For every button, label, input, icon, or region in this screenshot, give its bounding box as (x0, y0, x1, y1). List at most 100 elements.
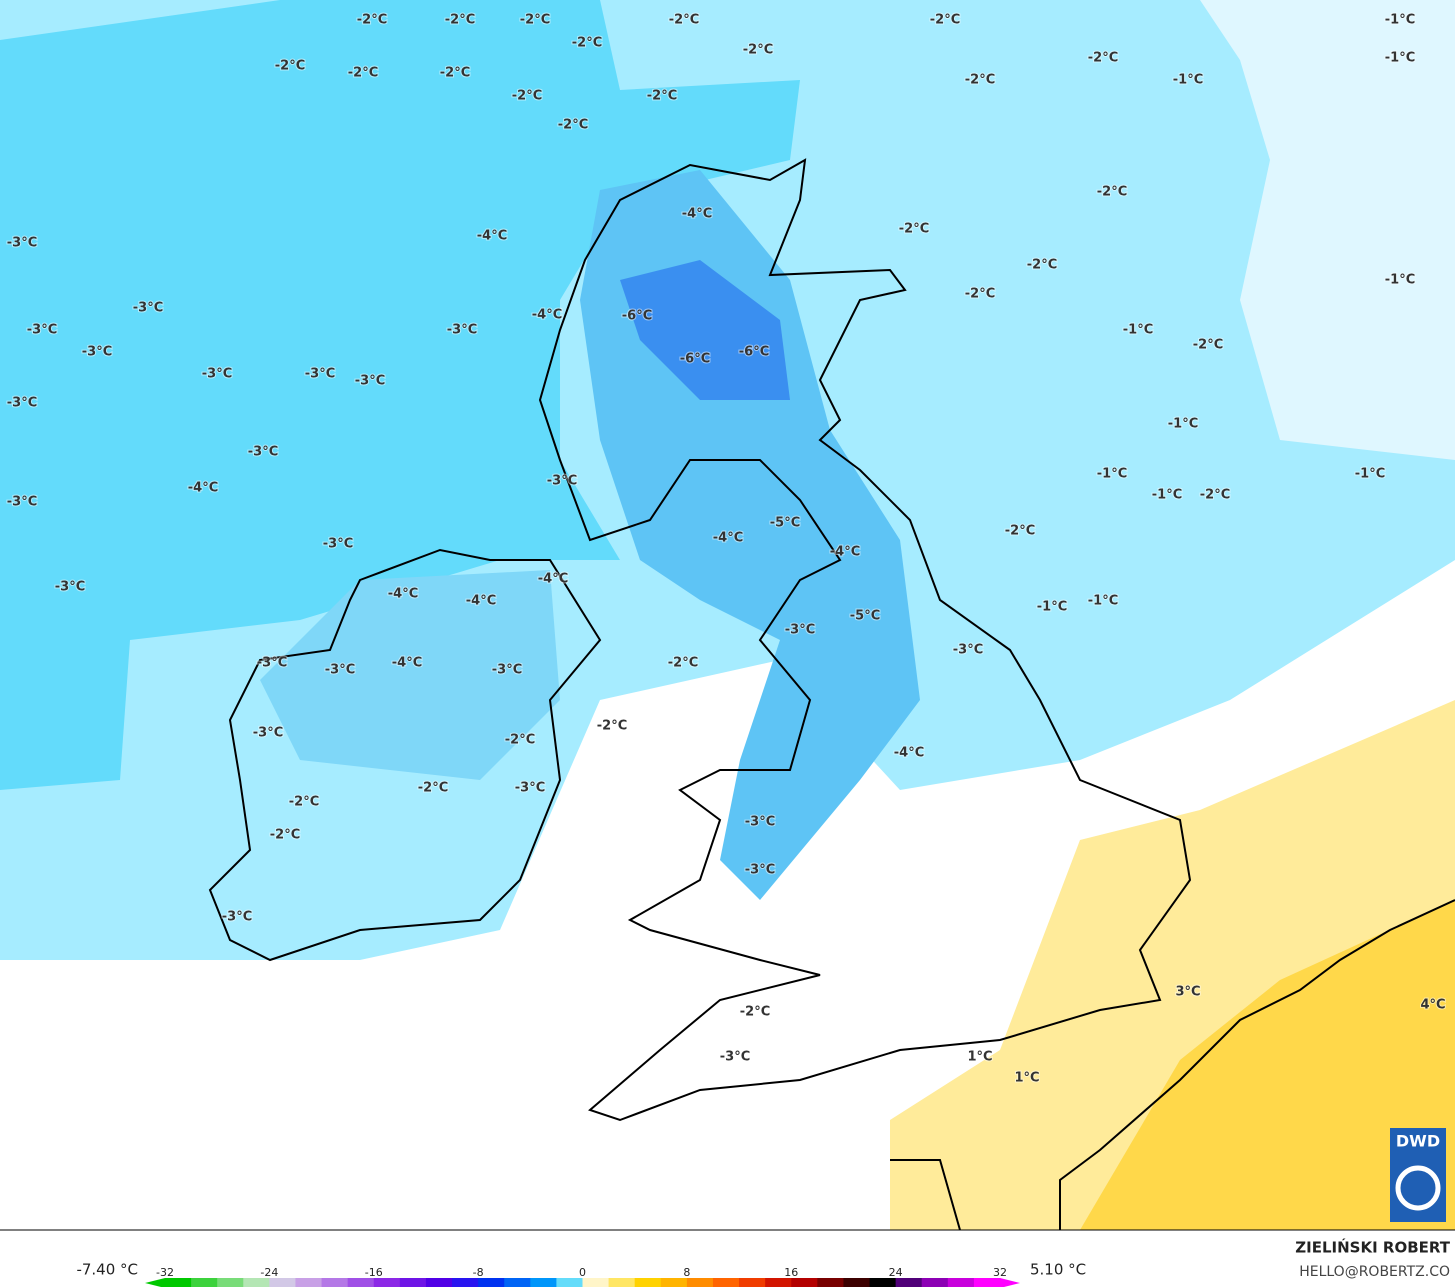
temperature-label: -2°C (669, 13, 699, 28)
temperature-label: -3°C (82, 345, 112, 360)
colorbar-cell (843, 1278, 871, 1287)
colorbar-tick-label: 32 (993, 1266, 1007, 1279)
temperature-label: -4°C (477, 229, 507, 244)
colorbar-cell (504, 1278, 531, 1287)
colorbar-cell (191, 1278, 218, 1287)
temperature-label: -4°C (532, 308, 562, 323)
temperature-label: -2°C (1200, 488, 1230, 503)
colorbar-cell (269, 1278, 296, 1287)
temperature-label: -2°C (348, 66, 378, 81)
temperature-label: -3°C (515, 781, 545, 796)
temperature-label: -2°C (1027, 258, 1057, 273)
temperature-label: -2°C (1097, 185, 1127, 200)
temperature-label: -4°C (894, 746, 924, 761)
map (0, 0, 1455, 1230)
temperature-label: -2°C (930, 13, 960, 28)
temperature-label: -4°C (713, 531, 743, 546)
temperature-label: -3°C (355, 374, 385, 389)
temperature-label: -2°C (572, 36, 602, 51)
temperature-label: -1°C (1088, 594, 1118, 609)
colorbar-cell (765, 1278, 792, 1287)
temperature-label: -2°C (1193, 338, 1223, 353)
colorbar-tick-label: 16 (784, 1266, 798, 1279)
temperature-label: -4°C (388, 587, 418, 602)
temperature-label: -2°C (740, 1005, 770, 1020)
temperature-label: -4°C (538, 572, 568, 587)
field-ireland (260, 570, 560, 780)
temperature-label: -5°C (850, 609, 880, 624)
temperature-label: -3°C (7, 236, 37, 251)
temperature-label: -3°C (323, 537, 353, 552)
colorbar-cell (973, 1278, 1001, 1287)
temperature-label: -1°C (1385, 273, 1415, 288)
temperature-label: -4°C (830, 545, 860, 560)
temperature-label: -3°C (953, 643, 983, 658)
normandy (890, 1159, 961, 1230)
temperature-label: -2°C (512, 89, 542, 104)
temperature-label: -3°C (745, 863, 775, 878)
temperature-label: -2°C (418, 781, 448, 796)
colorbar-cell (347, 1278, 375, 1287)
temperature-label: -2°C (505, 733, 535, 748)
temperature-label: -3°C (7, 396, 37, 411)
temperature-label: -3°C (253, 726, 283, 741)
temperature-label: -1°C (1173, 73, 1203, 88)
temperature-label: -1°C (1355, 467, 1385, 482)
colorbar-cell (582, 1278, 610, 1287)
temperature-label: -3°C (745, 815, 775, 830)
temperature-label: -3°C (257, 656, 287, 671)
colorbar-cell (295, 1278, 323, 1287)
temperature-label: -3°C (305, 367, 335, 382)
logo-swirl (1395, 1165, 1441, 1211)
temperature-label: -1°C (1385, 13, 1415, 28)
colorbar-cell (921, 1278, 949, 1287)
colorbar-cell (869, 1278, 897, 1287)
temperature-label: -1°C (1123, 323, 1153, 338)
temperature-label: -4°C (682, 207, 712, 222)
temperature-label: -2°C (965, 73, 995, 88)
temperature-label: -4°C (188, 481, 218, 496)
temperature-label: -2°C (1005, 524, 1035, 539)
logo-text: DWD (1396, 1132, 1440, 1151)
colorbar-cell (478, 1278, 505, 1287)
colorbar-min: -7.40 °C (76, 1261, 138, 1279)
temperature-label: -3°C (27, 323, 57, 338)
temperature-label: -4°C (392, 656, 422, 671)
colorbar-tick-label: -24 (260, 1266, 278, 1279)
colorbar-tick-label: 8 (683, 1266, 690, 1279)
temperature-label: -2°C (597, 719, 627, 734)
temperature-label: 1°C (967, 1050, 992, 1065)
temperature-label: -3°C (7, 495, 37, 510)
colorbar-cell (608, 1278, 636, 1287)
colorbar-cell (373, 1278, 401, 1287)
colorbar-cell (634, 1278, 662, 1287)
temperature-label: -2°C (357, 13, 387, 28)
colorbar-cell (686, 1278, 714, 1287)
colorbar-cell (817, 1278, 844, 1287)
colorbar-cell (712, 1278, 740, 1287)
temperature-label: -2°C (1088, 51, 1118, 66)
temperature-label: -3°C (547, 474, 577, 489)
dwd-logo: DWD (1390, 1128, 1446, 1222)
colorbar-cell (530, 1278, 557, 1287)
colorbar-cell (452, 1278, 479, 1287)
colorbar-cell (660, 1278, 688, 1287)
temperature-label: -5°C (770, 516, 800, 531)
credit-email: HELLO@ROBERTZ.CO (1299, 1264, 1450, 1280)
temperature-label: -2°C (270, 828, 300, 843)
colorbar-cell (425, 1278, 453, 1287)
great-britain (538, 158, 1192, 1122)
temperature-label: -3°C (492, 663, 522, 678)
continent (1059, 899, 1455, 1230)
colorbar-tick-label: -16 (365, 1266, 383, 1279)
credit-name: ZIELIŃSKI ROBERT (1295, 1238, 1450, 1257)
colorbar-tick-label: 0 (579, 1266, 586, 1279)
temperature-label: -2°C (275, 59, 305, 74)
colorbar-tick-label: -32 (156, 1266, 174, 1279)
colorbar-tick-label: -8 (473, 1266, 484, 1279)
temperature-label: -1°C (1152, 488, 1182, 503)
temperature-label: -3°C (720, 1050, 750, 1065)
colorbar-cell (165, 1278, 192, 1287)
temperature-label: -1°C (1037, 600, 1067, 615)
